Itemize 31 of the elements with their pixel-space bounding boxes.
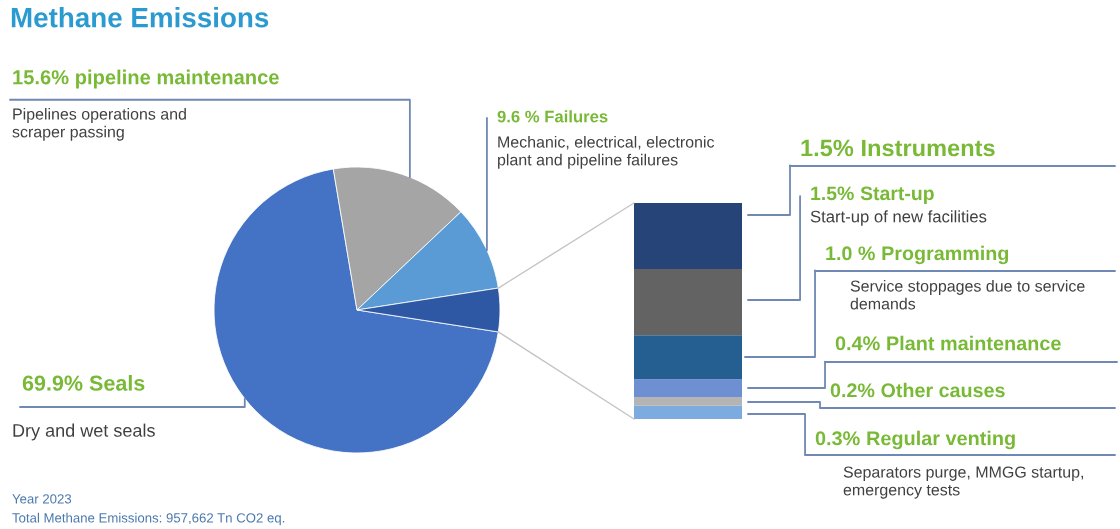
text: Dry and wet seals xyxy=(13,423,155,441)
text: Total Methane Emissions: 957,662 Tn CO2 eq. xyxy=(12,512,285,526)
text: Year 2023 xyxy=(12,494,72,504)
bar xyxy=(634,335,742,380)
text: Service stoppages due to service demands xyxy=(850,280,1085,310)
text: Pipelines operations and scraper passing xyxy=(12,108,186,141)
data-label: 1.0 % xyxy=(826,246,875,261)
bar xyxy=(634,203,742,270)
text: Separators purge, MMGG startup, emergency tests xyxy=(843,466,1084,499)
text: Programming xyxy=(882,245,1009,265)
text: Mechanic, electrical, electronic plant and pipeline failures xyxy=(498,136,715,169)
pie-slice xyxy=(213,168,499,454)
text: Instruments xyxy=(862,139,995,157)
data-label: 1.5% xyxy=(801,139,854,157)
text: Plant maintenance xyxy=(887,335,1061,351)
bar xyxy=(634,269,742,336)
text: Regular venting xyxy=(867,430,1015,450)
data-label: 1.5% xyxy=(811,186,854,201)
bar xyxy=(634,396,742,406)
data-label: 0.4% xyxy=(835,336,880,351)
text: Start-up of new facilities xyxy=(810,210,987,226)
slice-label: 69.9% Seals xyxy=(22,374,145,391)
bar xyxy=(634,379,742,397)
text: Start-up xyxy=(860,186,934,205)
slice-label: 15.6% pipeline maintenance xyxy=(13,69,279,89)
bar xyxy=(634,405,742,419)
data-label: 0.3% xyxy=(815,431,860,446)
chart-title: Methane Emissions xyxy=(11,7,269,28)
data-label: 0.2% xyxy=(830,383,875,398)
text: Other causes xyxy=(881,382,1005,398)
slice-label: 9.6 % Failures xyxy=(497,110,608,123)
